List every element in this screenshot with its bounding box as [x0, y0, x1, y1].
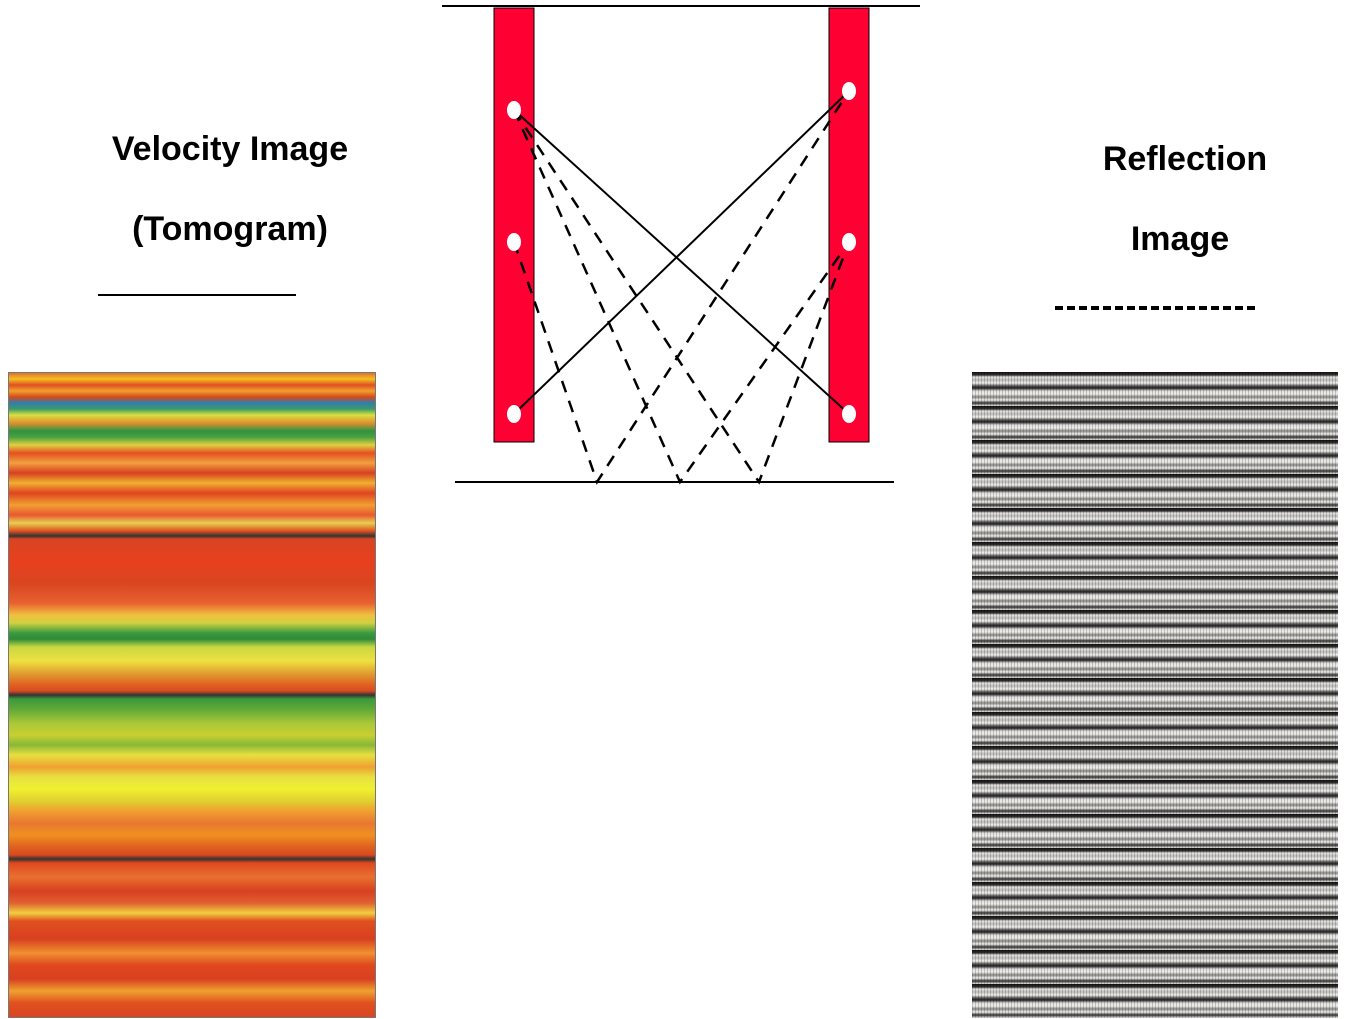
velocity-image-title: Velocity Image [111, 130, 349, 168]
reflection-seismic-image [972, 372, 1338, 1018]
tomogram-subtitle: (Tomogram) [132, 210, 328, 248]
reflected-ray [512, 90, 851, 485]
reflection-image-title: Reflection [1102, 140, 1268, 178]
source-dot [507, 405, 521, 423]
velocity-tomogram-image [8, 372, 376, 1018]
receiver-dot [842, 82, 856, 100]
reflected-ray [512, 109, 851, 485]
receiver-dot [842, 405, 856, 423]
dashed-line-legend [1055, 306, 1255, 310]
right-borehole [828, 7, 870, 443]
reflected-ray [512, 109, 851, 485]
source-dot [507, 233, 521, 251]
solid-line-legend [98, 294, 296, 296]
reflection-image-subtitle: Image [1130, 220, 1230, 258]
left-borehole [493, 7, 535, 443]
source-dot [507, 101, 521, 119]
direct-ray [513, 90, 850, 415]
receiver-dot [842, 233, 856, 251]
direct-ray [513, 109, 850, 415]
